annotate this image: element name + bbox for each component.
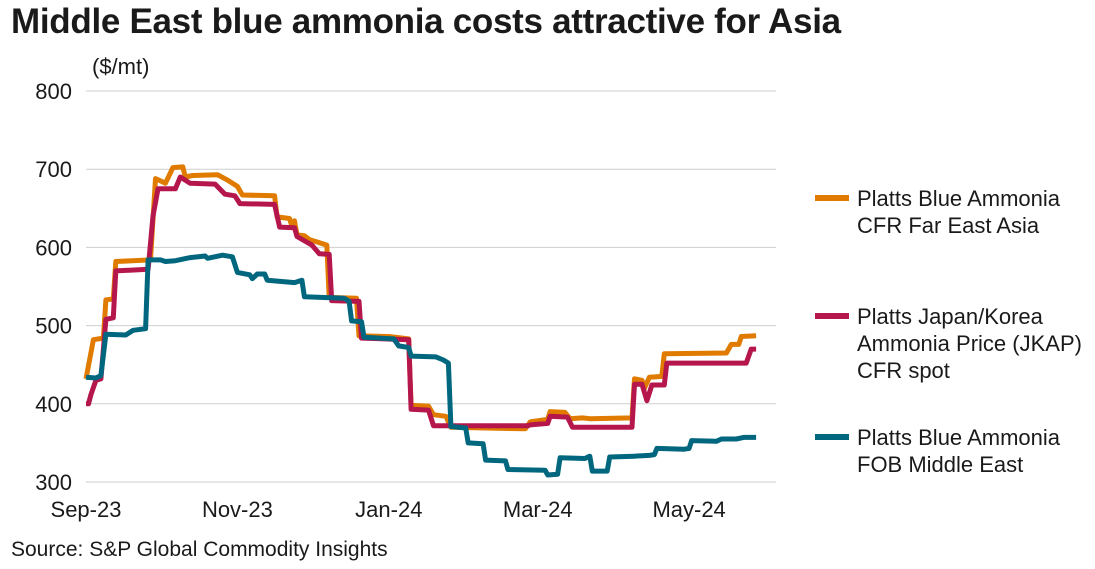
series-line-2	[86, 174, 757, 430]
series-lines	[83, 164, 757, 478]
y-axis-unit-label: ($/mt)	[92, 54, 150, 79]
legend-swatch-jkap	[815, 313, 849, 319]
x-axis-ticks: Sep-23 Nov-23 Jan-24 Mar-24 May-24	[51, 497, 726, 522]
legend-label-cfr-far-east-asia: Platts Blue Ammonia CFR Far East Asia	[857, 186, 1060, 238]
source-note: Source: S&P Global Commodity Insights	[11, 538, 388, 561]
chart-title: Middle East blue ammonia costs attractiv…	[11, 2, 841, 41]
series-line-1	[83, 164, 757, 432]
legend-label-jkap: Platts Japan/Korea Ammonia Price (JKAP) …	[857, 304, 1082, 383]
y-tick-label: 300	[35, 470, 72, 495]
x-tick-label: Sep-23	[51, 497, 122, 522]
y-tick-label: 400	[35, 392, 72, 417]
x-tick-label: Mar-24	[503, 497, 573, 522]
gridlines	[86, 90, 776, 483]
series-line-3	[85, 252, 757, 478]
y-tick-label: 700	[35, 157, 72, 182]
legend-swatch-fob-middle-east	[815, 434, 849, 440]
x-tick-label: May-24	[652, 497, 725, 522]
y-tick-label: 800	[35, 79, 72, 104]
y-tick-label: 600	[35, 235, 72, 260]
x-tick-label: Jan-24	[355, 497, 422, 522]
legend-label-fob-middle-east: Platts Blue Ammonia FOB Middle East	[857, 425, 1060, 477]
y-tick-label: 500	[35, 314, 72, 339]
y-axis-ticks: 300 400 500 600 700 800	[35, 79, 72, 495]
x-tick-label: Nov-23	[202, 497, 273, 522]
legend-swatch-cfr-far-east-asia	[815, 195, 849, 201]
